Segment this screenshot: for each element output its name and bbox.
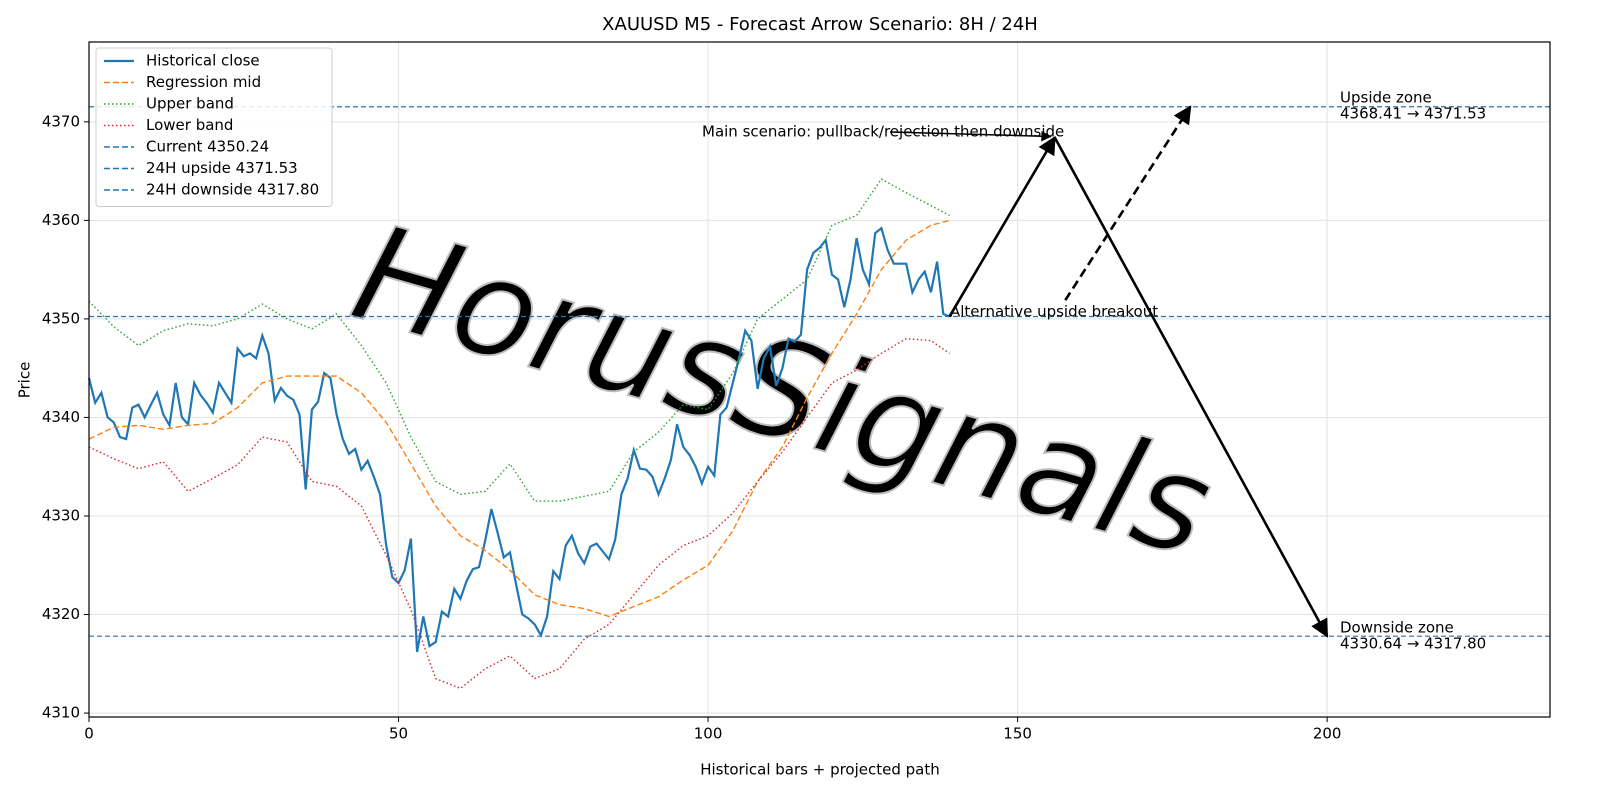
x-tick-label: 150 bbox=[1003, 725, 1032, 743]
plot-frame bbox=[88, 41, 1551, 718]
zone-title: Upside zone bbox=[1340, 89, 1432, 107]
legend-label: Historical close bbox=[146, 52, 260, 70]
y-tick-label: 4370 bbox=[42, 112, 80, 130]
y-tick-label: 4310 bbox=[42, 704, 80, 722]
x-tick-label: 50 bbox=[389, 725, 408, 743]
x-tick-label: 100 bbox=[694, 725, 723, 743]
annotation: Main scenario: pullback/rejection then d… bbox=[702, 123, 1064, 141]
y-axis-label: Price bbox=[16, 362, 34, 399]
annotation: Alternative upside breakout bbox=[950, 303, 1158, 321]
legend-box bbox=[95, 47, 333, 207]
y-tick-label: 4330 bbox=[42, 506, 80, 524]
plot-area: Main scenario: pullback/rejection then d… bbox=[87, 89, 1550, 690]
y-tick-label: 4360 bbox=[42, 211, 80, 229]
y-tick-label: 4340 bbox=[42, 408, 80, 426]
zone-range: 4368.41 → 4371.53 bbox=[1340, 105, 1486, 123]
annotation-connector bbox=[889, 130, 1052, 142]
y-tick-label: 4350 bbox=[42, 309, 80, 327]
legend-label: Current 4350.24 bbox=[146, 138, 269, 156]
x-tick-label: 200 bbox=[1313, 725, 1342, 743]
legend-label: Upper band bbox=[146, 95, 234, 113]
chart-title: XAUUSD M5 - Forecast Arrow Scenario: 8H … bbox=[602, 14, 1038, 35]
legend-label: 24H downside 4317.80 bbox=[146, 181, 319, 199]
series-line bbox=[88, 178, 950, 502]
series-line bbox=[88, 219, 950, 618]
forecast-arrow bbox=[1053, 136, 1329, 638]
legend-label: 24H upside 4371.53 bbox=[146, 159, 298, 177]
forecast-arrow bbox=[948, 135, 1056, 318]
legend-label: Regression mid bbox=[146, 73, 261, 91]
legend-label: Lower band bbox=[146, 116, 233, 134]
zone-range: 4330.64 → 4317.80 bbox=[1340, 635, 1486, 653]
y-tick-label: 4320 bbox=[42, 605, 80, 623]
x-tick-label: 0 bbox=[84, 725, 94, 743]
grid: 0 50 100 150 200 4310 4320 4330 4340 4350 4360 4370 bbox=[42, 42, 1550, 743]
forecast-arrow bbox=[1064, 105, 1192, 301]
x-axis-label: Historical bars + projected path bbox=[700, 761, 940, 779]
legend: Historical close Regression mid Upper band… bbox=[95, 47, 333, 207]
zone-title: Downside zone bbox=[1340, 619, 1454, 637]
